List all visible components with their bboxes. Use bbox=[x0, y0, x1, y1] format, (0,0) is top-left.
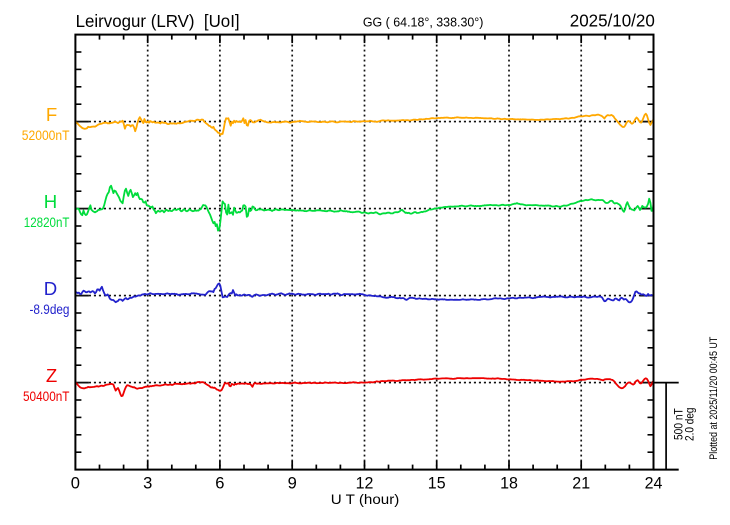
svg-text:D: D bbox=[44, 278, 57, 299]
svg-text:F: F bbox=[46, 104, 57, 125]
svg-text:9: 9 bbox=[288, 473, 297, 492]
svg-text:52000nT: 52000nT bbox=[22, 128, 70, 144]
svg-text:0: 0 bbox=[71, 473, 80, 492]
svg-text:H: H bbox=[44, 191, 57, 212]
svg-text:6: 6 bbox=[215, 473, 224, 492]
svg-text:Z: Z bbox=[46, 365, 57, 386]
svg-text:3: 3 bbox=[143, 473, 152, 492]
svg-text:12820nT: 12820nT bbox=[24, 215, 70, 231]
svg-text:2025/10/20: 2025/10/20 bbox=[570, 11, 655, 31]
svg-text:15: 15 bbox=[428, 473, 446, 492]
svg-text:Leirvogur (LRV) [UoI]: Leirvogur (LRV) [UoI] bbox=[76, 11, 240, 31]
svg-text:12: 12 bbox=[356, 473, 374, 492]
svg-text:-8.9deg: -8.9deg bbox=[30, 302, 70, 318]
svg-text:24: 24 bbox=[645, 473, 663, 492]
svg-text:500 nT: 500 nT bbox=[671, 408, 685, 440]
svg-text:2.0 deg: 2.0 deg bbox=[683, 408, 697, 442]
svg-text:21: 21 bbox=[572, 473, 590, 492]
svg-text:50400nT: 50400nT bbox=[23, 389, 70, 405]
svg-text:U T (hour): U T (hour) bbox=[331, 491, 400, 507]
svg-text:GG ( 64.18°, 338.30°): GG ( 64.18°, 338.30°) bbox=[363, 15, 484, 29]
svg-text:18: 18 bbox=[500, 473, 518, 492]
svg-text:Plotted at 2025/11/20 00:45 UT: Plotted at 2025/11/20 00:45 UT bbox=[708, 336, 720, 459]
